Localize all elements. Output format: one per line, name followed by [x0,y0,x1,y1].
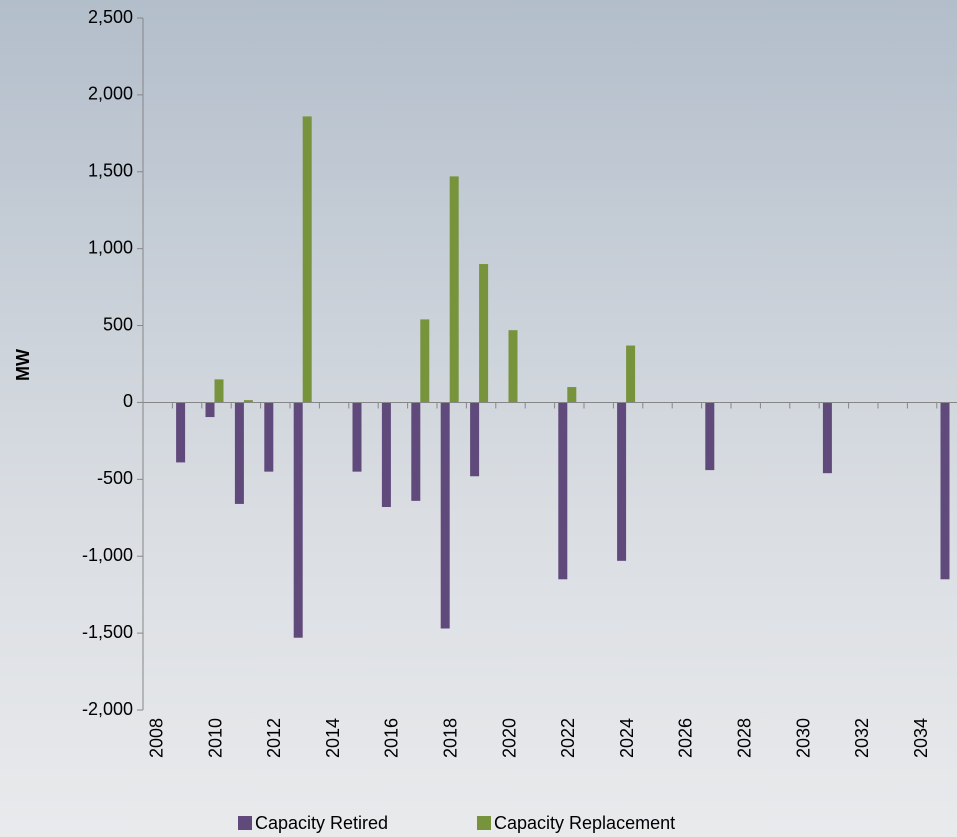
bar [420,319,430,403]
bar [479,264,489,403]
y-tick-label: -1,000 [82,545,133,565]
bar [205,402,215,418]
bar [558,402,568,580]
bar [626,345,636,403]
bar [470,402,480,477]
x-tick-label: 2014 [323,718,343,758]
y-tick-label: -1,500 [82,622,133,642]
x-tick-label: 2022 [558,718,578,758]
bar [567,387,577,403]
bar [411,402,421,501]
x-tick-label: 2018 [440,718,460,758]
y-tick-label: 500 [103,314,133,334]
bar [822,402,832,474]
bar [176,402,186,463]
legend-swatch [238,816,252,830]
x-tick-label: 2008 [146,718,166,758]
bar [302,116,312,403]
bar [381,402,391,508]
legend-swatch [477,816,491,830]
x-tick-label: 2024 [617,718,637,758]
x-tick-label: 2016 [382,718,402,758]
bar [617,402,627,561]
y-tick-label: 1,500 [88,161,133,181]
x-tick-label: 2034 [911,718,931,758]
bar [705,402,715,471]
bar [243,400,253,403]
y-tick-label: 2,000 [88,84,133,104]
bar [352,402,362,472]
bar [264,402,274,472]
y-axis-title: MW [13,349,33,381]
x-tick-label: 2030 [793,718,813,758]
x-tick-label: 2032 [852,718,872,758]
y-tick-label: 2,500 [88,7,133,27]
y-tick-label: 1,000 [88,237,133,257]
bar [508,330,518,403]
legend-label: Capacity Retired [255,813,388,833]
bar [234,402,244,504]
bar [293,402,303,638]
y-tick-label: -500 [97,468,133,488]
x-tick-label: 2028 [734,718,754,758]
bar [940,402,950,580]
x-tick-label: 2020 [499,718,519,758]
y-tick-label: -2,000 [82,699,133,719]
x-tick-label: 2026 [676,718,696,758]
x-tick-label: 2010 [205,718,225,758]
y-tick-label: 0 [123,391,133,411]
bar [214,379,224,403]
legend-label: Capacity Replacement [494,813,675,833]
bar [449,176,459,403]
x-tick-label: 2012 [264,718,284,758]
bar [440,402,450,629]
